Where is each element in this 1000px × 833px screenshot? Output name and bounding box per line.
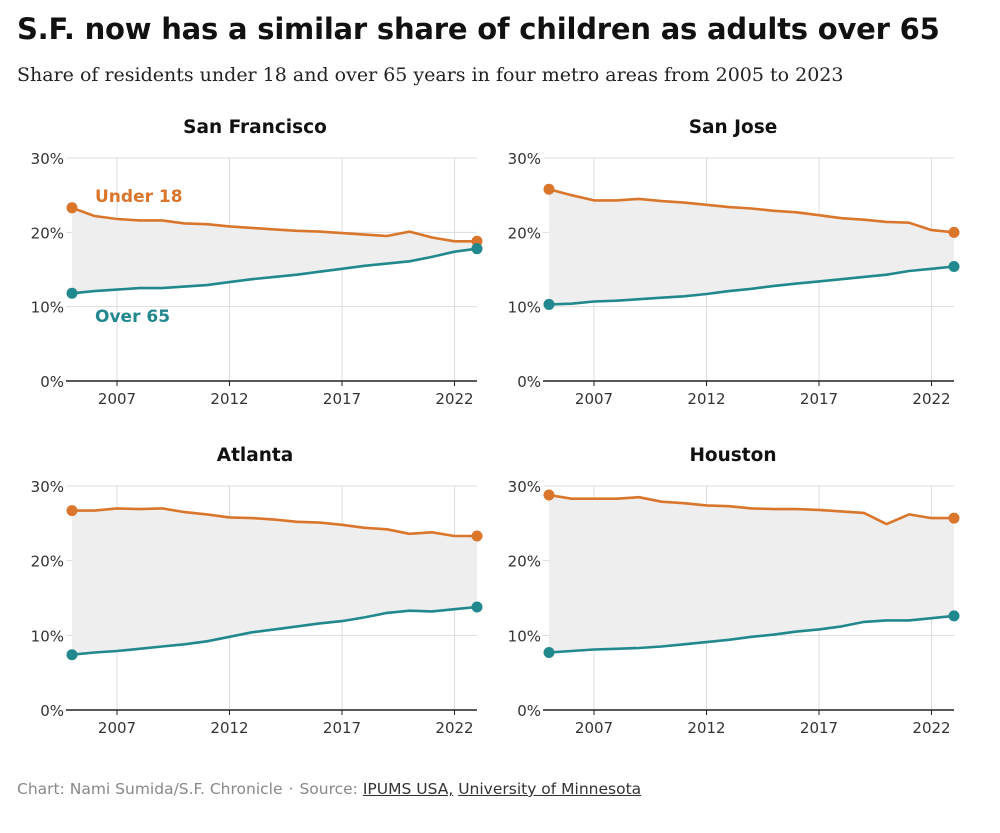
y-tick-label: 0% xyxy=(40,373,64,391)
y-tick-label: 30% xyxy=(31,150,64,168)
panel-title-atlanta: Atlanta xyxy=(217,445,293,466)
x-tick-label: 2012 xyxy=(210,390,248,408)
end-point-over-65 xyxy=(948,261,960,273)
start-point-under-18 xyxy=(66,505,78,517)
y-tick-label: 10% xyxy=(508,299,541,317)
y-tick-label: 0% xyxy=(40,702,64,720)
page-subtitle: Share of residents under 18 and over 65 … xyxy=(17,64,844,86)
start-point-under-18 xyxy=(543,489,555,501)
start-point-over-65 xyxy=(543,647,555,659)
x-tick-label: 2007 xyxy=(98,719,136,737)
start-point-over-65 xyxy=(543,298,555,310)
x-tick-label: 2017 xyxy=(323,719,361,737)
x-tick-label: 2012 xyxy=(210,719,248,737)
series-line-under-18 xyxy=(548,493,954,526)
series-line-over-65 xyxy=(548,614,955,654)
y-tick-label: 20% xyxy=(508,224,541,242)
chart-panel-atlanta: Atlanta 0% 10% 20% 30% 2007 2012 2017 2022 xyxy=(31,445,483,737)
y-tick-label: 0% xyxy=(517,373,541,391)
x-tick-label: 2012 xyxy=(687,390,725,408)
x-tick-label: 2007 xyxy=(575,719,613,737)
y-tick-label: 20% xyxy=(31,224,64,242)
chart-panel-san-francisco: San Francisco 0% 10% 20% 30% 2007 2012 2017 2022… xyxy=(31,117,483,408)
panel-title-houston: Houston xyxy=(689,445,776,466)
y-tick-label: 10% xyxy=(508,627,541,645)
series-line-under-18 xyxy=(72,507,477,538)
gap-band xyxy=(549,189,954,305)
x-tick-label: 2007 xyxy=(575,390,613,408)
chart-credit: Chart: Nami Sumida/S.F. Chronicle xyxy=(17,780,283,798)
start-point-under-18 xyxy=(66,202,78,214)
x-tick-label: 2012 xyxy=(687,719,725,737)
x-tick-label: 2017 xyxy=(323,390,361,408)
end-point-under-18 xyxy=(471,530,483,542)
end-point-over-65 xyxy=(948,610,960,622)
footer-separator: · xyxy=(288,780,294,798)
y-tick-label: 10% xyxy=(31,299,64,317)
x-tick-label: 2022 xyxy=(912,390,950,408)
footer: Chart: Nami Sumida/S.F. Chronicle · Source… xyxy=(17,780,641,798)
chart-panel-san-jose: San Jose 0% 10% 20% 30% 2007 2012 2017 2022 xyxy=(508,117,960,408)
series-line-over-65 xyxy=(71,247,478,295)
series-label-over-65: Over 65 xyxy=(95,307,170,327)
start-point-over-65 xyxy=(66,287,78,299)
y-tick-label: 20% xyxy=(31,553,64,571)
source-link-umn[interactable]: University of Minnesota xyxy=(458,780,642,798)
page-title: S.F. now has a similar share of children… xyxy=(17,12,940,46)
x-tick-label: 2017 xyxy=(800,390,838,408)
series-line-under-18 xyxy=(548,187,955,234)
panel-title-san-jose: San Jose xyxy=(689,117,778,138)
start-point-over-65 xyxy=(66,649,78,661)
y-tick-label: 30% xyxy=(31,478,64,496)
y-tick-label: 10% xyxy=(31,627,64,645)
end-point-over-65 xyxy=(471,243,483,255)
series-line-over-65 xyxy=(548,265,955,306)
gap-band xyxy=(72,207,477,294)
y-tick-label: 30% xyxy=(508,150,541,168)
y-tick-label: 30% xyxy=(508,478,541,496)
x-tick-label: 2007 xyxy=(98,390,136,408)
source-link-ipums[interactable]: IPUMS USA, xyxy=(362,780,454,798)
panel-title-san-francisco: San Francisco xyxy=(183,117,327,138)
x-tick-label: 2017 xyxy=(800,719,838,737)
end-point-under-18 xyxy=(948,512,960,524)
series-line-under-18 xyxy=(71,206,477,243)
end-point-over-65 xyxy=(471,601,483,613)
y-tick-label: 0% xyxy=(517,702,541,720)
x-tick-label: 2022 xyxy=(912,719,950,737)
gap-band xyxy=(549,495,954,653)
end-point-under-18 xyxy=(948,226,960,238)
chart-panel-houston: Houston 0% 10% 20% 30% 2007 2012 2017 2022 xyxy=(508,445,960,737)
source-prefix: Source: xyxy=(299,780,358,798)
x-tick-label: 2022 xyxy=(435,719,473,737)
series-line-over-65 xyxy=(71,605,478,656)
gap-band xyxy=(72,508,477,655)
series-label-under-18: Under 18 xyxy=(95,187,183,207)
y-tick-label: 20% xyxy=(508,553,541,571)
start-point-under-18 xyxy=(543,183,555,195)
x-tick-label: 2022 xyxy=(435,390,473,408)
